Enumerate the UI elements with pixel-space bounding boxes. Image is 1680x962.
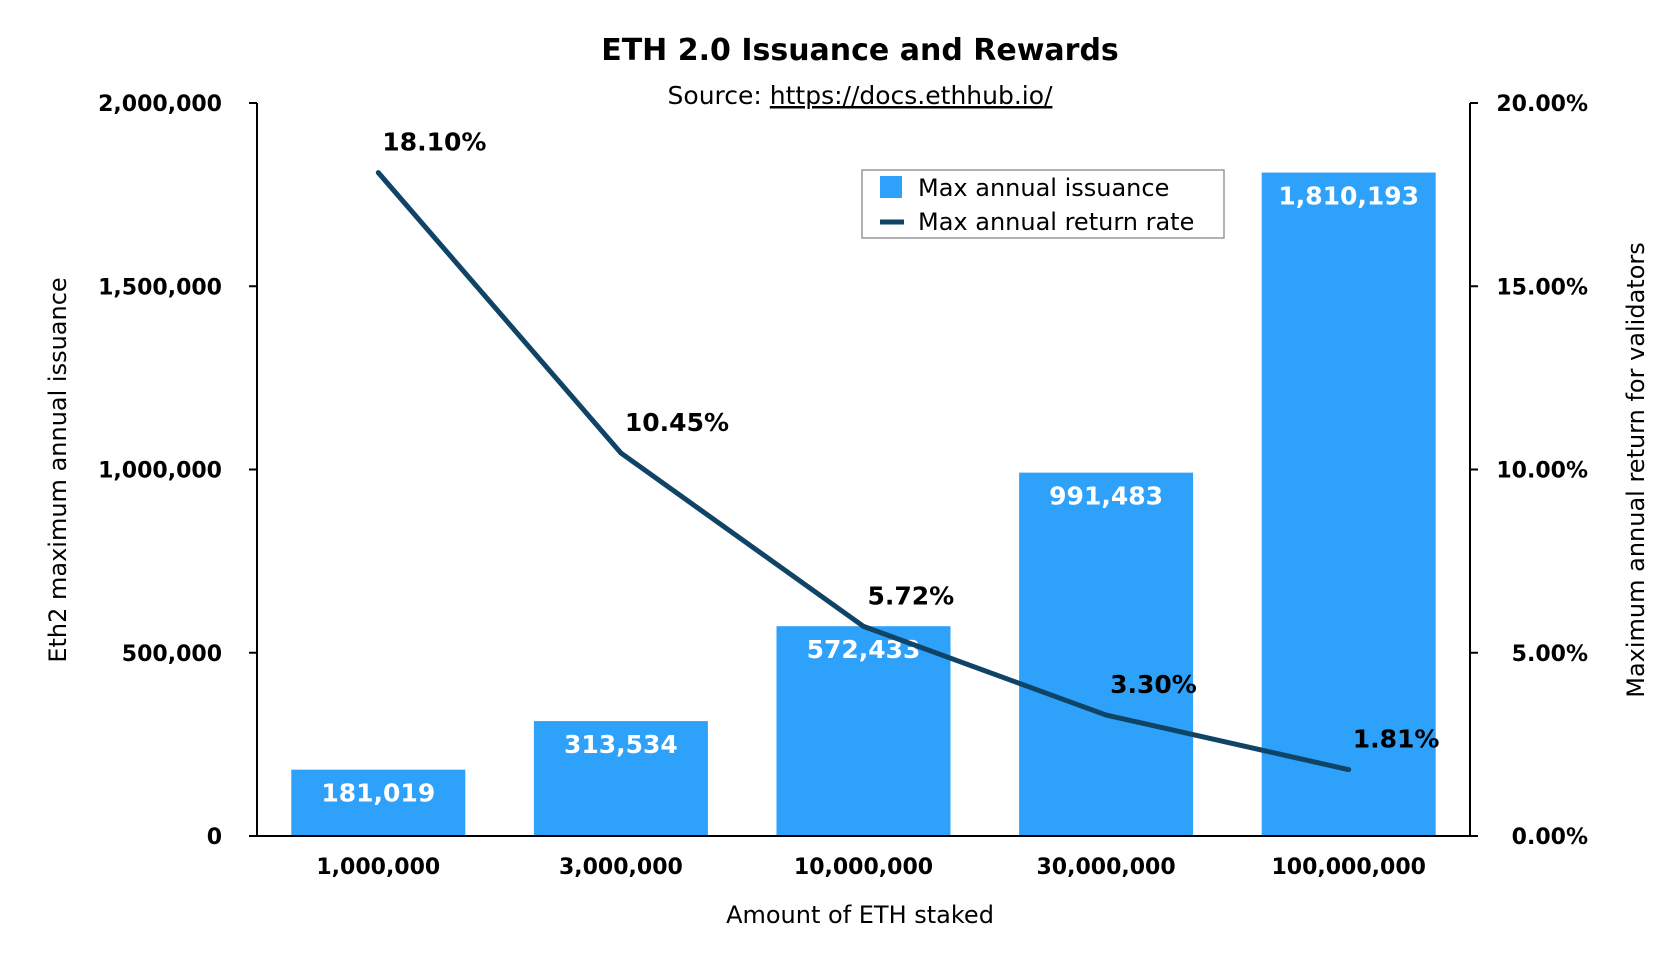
x-tick-label: 100,000,000 [1271, 855, 1425, 880]
y2-tick-label: 15.00% [1496, 275, 1588, 300]
legend-bar-swatch [880, 176, 902, 198]
y2-tick-label: 20.00% [1496, 92, 1588, 117]
legend-bar-label: Max annual issuance [918, 174, 1169, 202]
line-point [375, 170, 381, 176]
line-point [861, 623, 866, 629]
x-tick-label: 30,000,000 [1037, 855, 1176, 880]
source-link[interactable]: https://docs.ethhub.io/ [770, 81, 1053, 110]
bar-value-label: 313,534 [564, 730, 678, 759]
line-value-label: 10.45% [625, 408, 729, 437]
x-tick-label: 3,000,000 [559, 855, 683, 880]
bar [533, 721, 708, 836]
y-tick-label: 0 [207, 825, 222, 850]
line-point [1103, 712, 1109, 718]
line-value-label: 3.30% [1110, 670, 1197, 699]
x-tick-label: 1,000,000 [316, 855, 440, 880]
y2-tick-label: 10.00% [1496, 459, 1588, 484]
y-tick-label: 500,000 [122, 642, 222, 667]
line-group: 18.10% 10.45% 5.72% 3.30% 1.81% [375, 128, 1440, 773]
legend: Max annual issuance Max annual return ra… [861, 169, 1225, 239]
bar [776, 626, 951, 836]
bar-value-label: 1,810,193 [1278, 182, 1419, 211]
bar [291, 769, 466, 836]
legend-line-label: Max annual return rate [918, 208, 1194, 236]
y2-axis-label: Maximum annual return for validators [1622, 242, 1650, 698]
bar-value-label: 181,019 [321, 779, 435, 808]
subtitle-prefix: Source: [668, 81, 770, 110]
chart-title: ETH 2.0 Issuance and Rewards [601, 33, 1119, 68]
line-value-label: 18.10% [382, 128, 486, 157]
y-tick-label: 1,000,000 [98, 459, 222, 484]
y-axis-label: Eth2 maximum annual issuance [44, 277, 72, 662]
bar-value-label: 991,483 [1049, 482, 1163, 511]
line-value-label: 1.81% [1353, 725, 1440, 754]
bar [1019, 472, 1194, 836]
line-value-label: 5.72% [868, 581, 955, 610]
x-axis-label: Amount of ETH staked [726, 901, 994, 929]
chart-subtitle: Source: https://docs.ethhub.io/ [668, 81, 1054, 110]
line-point [1346, 767, 1352, 773]
x-tick-label: 10,000,000 [794, 855, 933, 880]
y2-tick-label: 0.00% [1512, 825, 1588, 850]
line-point [618, 450, 624, 456]
legend-box [861, 169, 1225, 239]
y-tick-label: 1,500,000 [98, 275, 222, 300]
y2-tick-label: 5.00% [1512, 642, 1588, 667]
y-tick-label: 2,000,000 [98, 92, 222, 117]
axes-group: 0 500,000 1,000,000 1,500,000 2,000,000 0.00%… [98, 92, 1588, 880]
bar [1261, 172, 1436, 836]
